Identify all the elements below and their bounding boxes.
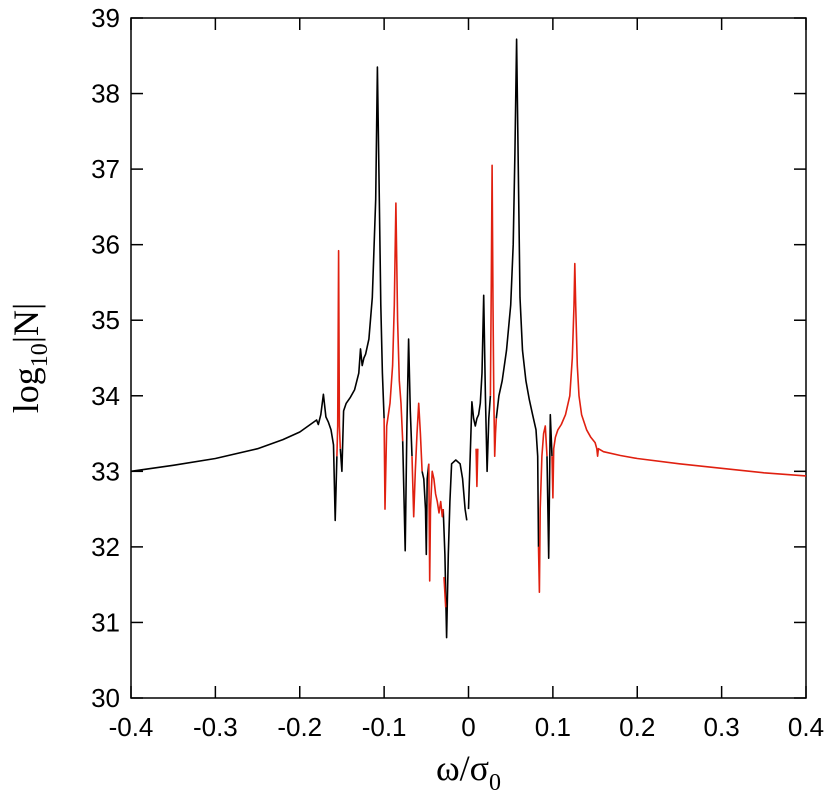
black-series-line xyxy=(339,66,385,473)
x-tick-label: 0 xyxy=(461,712,475,742)
axis-ticks xyxy=(130,17,807,699)
y-tick-label: 39 xyxy=(91,3,120,33)
red-series-line xyxy=(537,425,548,593)
x-tick-label: 0.2 xyxy=(619,712,655,742)
black-series-line xyxy=(401,338,413,552)
red-series-line xyxy=(551,262,807,499)
y-tick-label: 38 xyxy=(91,79,120,109)
x-axis-label: ω/σ0 xyxy=(436,748,501,796)
y-tick-label: 35 xyxy=(91,305,120,335)
black-series-line xyxy=(130,393,338,522)
red-series-line xyxy=(443,577,447,608)
black-series-line xyxy=(467,294,492,510)
plot-frame xyxy=(130,17,807,699)
y-axis-label-sub: 10 xyxy=(27,343,53,367)
y-tick-label: 31 xyxy=(91,607,120,637)
y-axis-label: log10|N| xyxy=(6,303,53,413)
x-axis-label-main: ω/σ xyxy=(436,748,489,788)
x-tick-label: 0.4 xyxy=(788,712,824,742)
black-series-line xyxy=(421,463,430,556)
y-tick-label: 32 xyxy=(91,532,120,562)
y-tick-label: 30 xyxy=(91,683,120,713)
red-series-line xyxy=(411,402,423,518)
red-series-line xyxy=(336,249,342,457)
x-tick-label: -0.3 xyxy=(193,712,238,742)
x-tick-label: -0.4 xyxy=(109,712,154,742)
y-axis-label-main: log xyxy=(6,367,46,413)
series-group xyxy=(130,38,807,639)
x-tick-label: -0.1 xyxy=(362,712,407,742)
black-series-line xyxy=(546,413,553,559)
black-series-line xyxy=(495,38,540,547)
red-series-line xyxy=(475,448,479,488)
x-tick-label: 0.1 xyxy=(535,712,571,742)
red-series-line xyxy=(428,463,444,582)
tick-labels: -0.4 -0.3 -0.2 -0.1 0 0.1 0.2 0.3 0.4 30 31 32 33 34 3… xyxy=(91,3,824,742)
red-series-line xyxy=(489,164,498,457)
red-series-line xyxy=(383,202,404,510)
black-series-line xyxy=(442,459,468,639)
y-tick-label: 37 xyxy=(91,154,120,184)
y-axis-label-tail: |N| xyxy=(6,303,46,343)
x-tick-label: 0.3 xyxy=(704,712,740,742)
x-tick-label: -0.2 xyxy=(277,712,322,742)
y-tick-label: 33 xyxy=(91,456,120,486)
x-axis-label-sub: 0 xyxy=(489,770,501,796)
y-tick-label: 36 xyxy=(91,230,120,260)
y-tick-label: 34 xyxy=(91,381,120,411)
